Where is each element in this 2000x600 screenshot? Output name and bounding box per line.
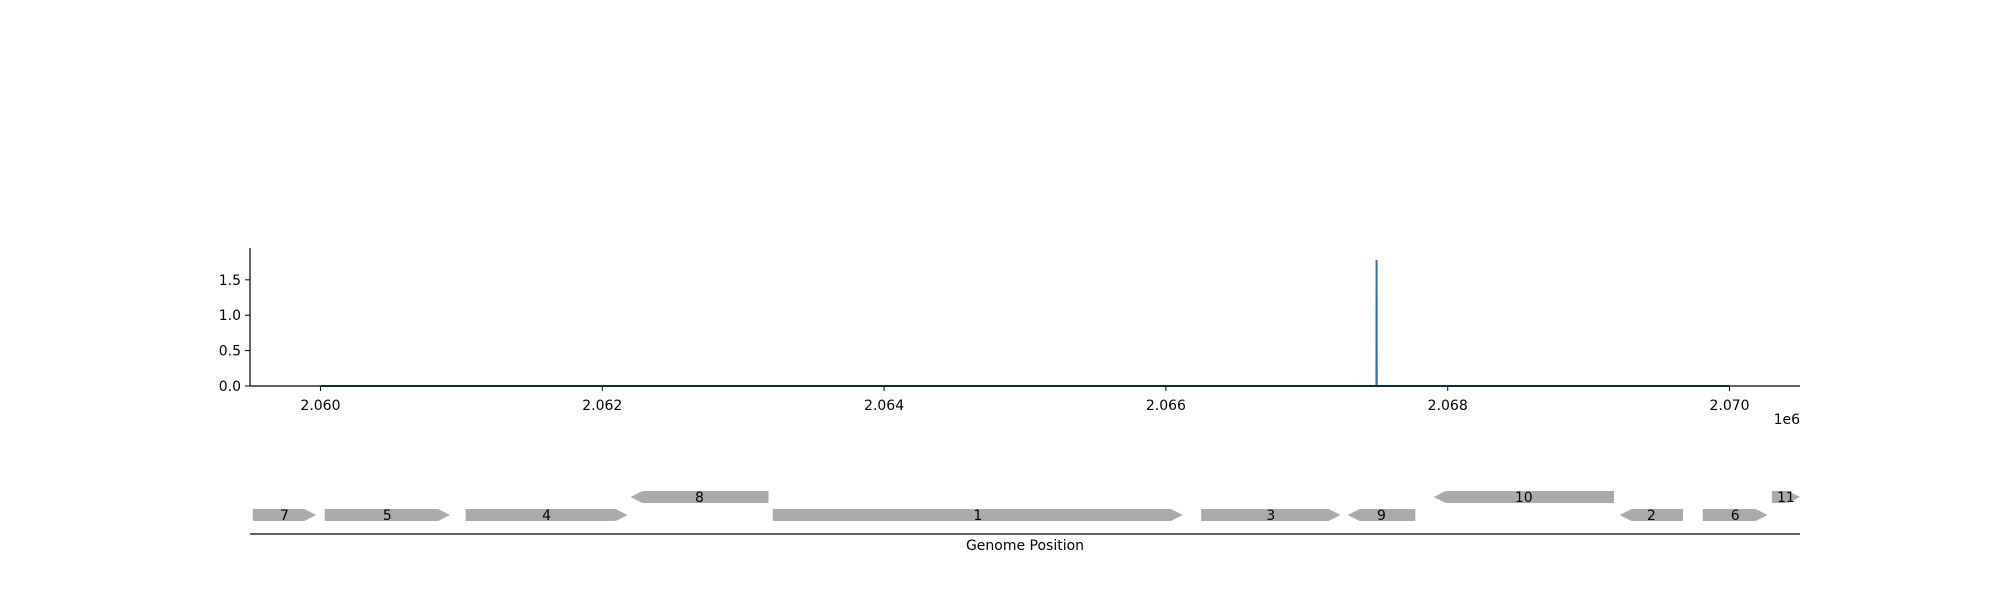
x-axis-offset-label: 1e6 — [1774, 412, 1801, 428]
x-tick-label: 2.062 — [582, 398, 622, 414]
gene-label: 3 — [1266, 508, 1275, 524]
x-tick-label: 2.060 — [300, 398, 340, 414]
gene-label: 1 — [973, 508, 982, 524]
y-tick-label: 1.0 — [219, 308, 241, 324]
y-ticks: 0.0 0.5 1.0 1.5 — [219, 273, 250, 395]
signal-line — [320, 260, 1730, 387]
signal-plot: 2.060 2.062 2.064 2.066 2.068 2.070 0.0 0.5 1.0… — [219, 248, 1800, 428]
gene-label: 8 — [695, 490, 704, 506]
x-tick-label: 2.064 — [864, 398, 904, 414]
gene-label: 11 — [1777, 490, 1795, 506]
gene-arrow — [1771, 491, 1800, 503]
gene-arrow — [1433, 491, 1614, 503]
gene-label: 10 — [1515, 490, 1533, 506]
gene-label: 6 — [1731, 508, 1740, 524]
gene-label: 7 — [280, 508, 289, 524]
gene-arrow — [630, 491, 769, 503]
y-tick-label: 1.5 — [219, 273, 241, 289]
signal-series — [320, 260, 1730, 387]
gene-track: 7 5 4 8 1 3 9 10 2 6 11 Genome Position — [250, 490, 1800, 554]
gene-arrow — [1619, 509, 1684, 521]
gene-arrow — [324, 509, 451, 521]
gene-label: 9 — [1377, 508, 1386, 524]
x-axis-label: Genome Position — [966, 538, 1084, 554]
x-ticks: 2.060 2.062 2.064 2.066 2.068 2.070 — [300, 386, 1750, 414]
gene-arrow — [772, 509, 1183, 521]
gene-label: 5 — [383, 508, 392, 524]
y-tick-label: 0.5 — [219, 344, 241, 360]
gene-arrow — [465, 509, 628, 521]
gene-arrow — [1201, 509, 1341, 521]
x-tick-label: 2.068 — [1428, 398, 1468, 414]
x-tick-label: 2.070 — [1709, 398, 1749, 414]
gene-arrow — [1702, 509, 1768, 521]
gene-label: 4 — [542, 508, 551, 524]
gene-arrows: 7 5 4 8 1 3 9 10 2 6 11 — [252, 490, 1800, 524]
y-tick-label: 0.0 — [219, 379, 241, 395]
gene-label: 2 — [1647, 508, 1656, 524]
x-tick-label: 2.066 — [1146, 398, 1186, 414]
gene-arrow — [1347, 509, 1416, 521]
gene-arrow — [252, 509, 317, 521]
